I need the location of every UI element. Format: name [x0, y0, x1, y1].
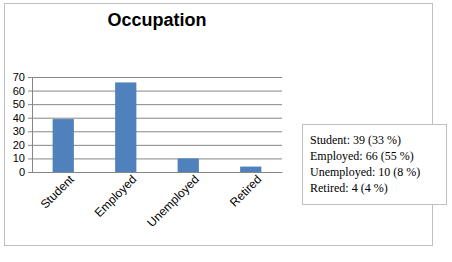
x-tick-label: Employed: [92, 172, 140, 220]
annotation: Employed: 66 (55 %): [310, 149, 414, 163]
grid-line: [32, 118, 282, 119]
grid-line: [32, 77, 282, 78]
y-axis-line: [28, 78, 33, 173]
y-tick: 20: [13, 139, 32, 151]
y-tick-label: 10: [13, 152, 25, 164]
y-tick-label: 50: [13, 98, 25, 110]
x-tick-label: Student: [38, 172, 78, 212]
plot-area: 0 1020 3040 5060 70 Student EmployedUnemployed…: [13, 71, 283, 230]
annotation-frame: [303, 125, 447, 205]
x-tick-label: Retired: [227, 172, 264, 209]
y-tick-mark: [28, 158, 32, 159]
x-tick: Unemployed: [144, 172, 202, 230]
grid: [32, 78, 282, 173]
grid-line: [32, 104, 282, 105]
bar: [115, 82, 136, 172]
y-tick-label: 60: [13, 85, 25, 97]
y-tick-mark: [28, 145, 32, 146]
y-tick-label: 30: [13, 125, 25, 137]
y-tick-mark: [28, 131, 32, 132]
y-tick: 60: [13, 85, 32, 97]
bars: [53, 82, 262, 172]
chart: Occupation 0 1020 3040 5060 70 Student Employed…: [0, 0, 452, 262]
annotation: Retired: 4 (4 %): [310, 181, 388, 195]
x-tick-label: Unemployed: [144, 172, 202, 230]
y-tick: 0: [19, 166, 32, 178]
y-tick: 30: [13, 125, 32, 137]
y-tick-mark: [28, 91, 32, 92]
annotation-box: Student: 39 (33 %) Employed: 66 (55 %) Une…: [303, 125, 447, 205]
chart-title: Occupation: [107, 10, 206, 30]
bar: [53, 119, 74, 172]
grid-line: [32, 91, 282, 92]
y-tick-mark: [28, 77, 32, 78]
y-axis: 0 1020 3040 5060 70: [13, 71, 33, 178]
y-tick-label: 0: [19, 166, 25, 178]
grid-line: [32, 172, 282, 173]
y-tick-mark: [28, 118, 32, 119]
bar: [240, 167, 261, 172]
y-tick-label: 40: [13, 112, 25, 124]
y-tick: 10: [13, 152, 32, 164]
x-axis: Student EmployedUnemployed Retired: [33, 172, 283, 230]
annotation: Student: 39 (33 %): [310, 133, 401, 147]
y-tick-mark: [28, 172, 32, 173]
y-tick: 50: [13, 98, 32, 110]
bar: [178, 158, 199, 172]
annotation: Unemployed: 10 (8 %): [310, 165, 420, 179]
x-tick: Retired: [227, 172, 264, 210]
y-tick: 40: [13, 112, 32, 124]
x-tick: Employed: [92, 172, 140, 220]
y-tick-mark: [28, 104, 32, 105]
y-tick-label: 70: [13, 71, 25, 83]
x-tick: Student: [38, 172, 78, 212]
x-axis-line: [33, 172, 283, 173]
y-tick: 70: [13, 71, 32, 83]
y-tick-label: 20: [13, 139, 25, 151]
